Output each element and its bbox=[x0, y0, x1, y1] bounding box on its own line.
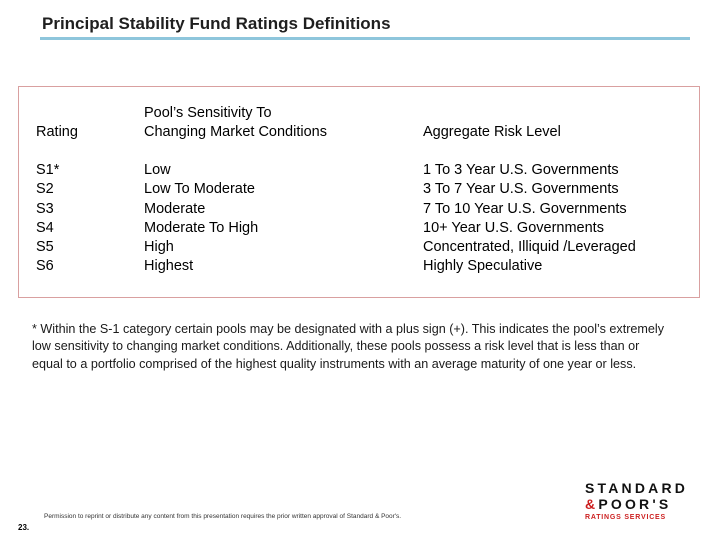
copyright-footer: Permission to reprint or distribute any … bbox=[44, 513, 402, 520]
table-cell-risk: Concentrated, Illiquid /Leveraged bbox=[423, 239, 636, 256]
sensitivity-column: Low Low To Moderate Moderate Moderate To… bbox=[144, 161, 258, 277]
table-cell-sensitivity: Moderate bbox=[144, 200, 206, 217]
header-risk: Aggregate Risk Level bbox=[423, 124, 561, 140]
table-cell-sensitivity: Highest bbox=[144, 258, 194, 275]
page-number: 23. bbox=[18, 523, 30, 532]
logo-line1: STANDARD bbox=[585, 480, 689, 496]
page-title: Principal Stability Fund Ratings Definit… bbox=[42, 14, 391, 33]
table-cell-sensitivity: Moderate To High bbox=[144, 219, 259, 236]
table-cell-rating: S3 bbox=[36, 200, 54, 217]
table-cell-rating: S5 bbox=[36, 239, 54, 256]
header-rating: Rating bbox=[36, 124, 78, 140]
table-cell-rating: S1* bbox=[36, 162, 60, 178]
table-cell-rating: S6 bbox=[36, 258, 54, 275]
header-sensitivity: Pool’s Sensitivity To Changing Market Co… bbox=[144, 104, 327, 143]
table-cell-sensitivity: Low bbox=[144, 162, 171, 178]
table-cell-risk: 1 To 3 Year U.S. Governments bbox=[423, 162, 619, 178]
table-cell-sensitivity: Low To Moderate bbox=[144, 181, 255, 198]
header-sensitivity-line1: Pool’s Sensitivity To bbox=[144, 105, 272, 121]
table-cell-risk: 7 To 10 Year U.S. Governments bbox=[423, 200, 627, 217]
logo-ampersand: & bbox=[585, 496, 599, 512]
title-underline bbox=[40, 37, 690, 40]
table-cell-rating: S2 bbox=[36, 181, 54, 198]
sp-logo: STANDARD &POOR'S RATINGS SERVICES bbox=[585, 480, 705, 521]
footnote: * Within the S-1 category certain pools … bbox=[32, 322, 664, 371]
logo-line2-text: POOR'S bbox=[598, 496, 672, 512]
table-cell-risk: 3 To 7 Year U.S. Governments bbox=[423, 181, 619, 198]
table-cell-risk: 10+ Year U.S. Governments bbox=[423, 219, 604, 236]
risk-column: 1 To 3 Year U.S. Governments 3 To 7 Year… bbox=[423, 161, 636, 277]
table-cell-risk: Highly Speculative bbox=[423, 258, 543, 275]
rating-column: S1* S2 S3 S4 S5 S6 bbox=[36, 161, 59, 277]
table-cell-rating: S4 bbox=[36, 219, 54, 236]
logo-line2: &POOR'S bbox=[585, 496, 705, 512]
header-sensitivity-line2: Changing Market Conditions bbox=[144, 124, 327, 141]
ratings-table-frame bbox=[18, 86, 700, 298]
table-cell-sensitivity: High bbox=[144, 239, 174, 256]
logo-line3: RATINGS SERVICES bbox=[585, 514, 666, 521]
